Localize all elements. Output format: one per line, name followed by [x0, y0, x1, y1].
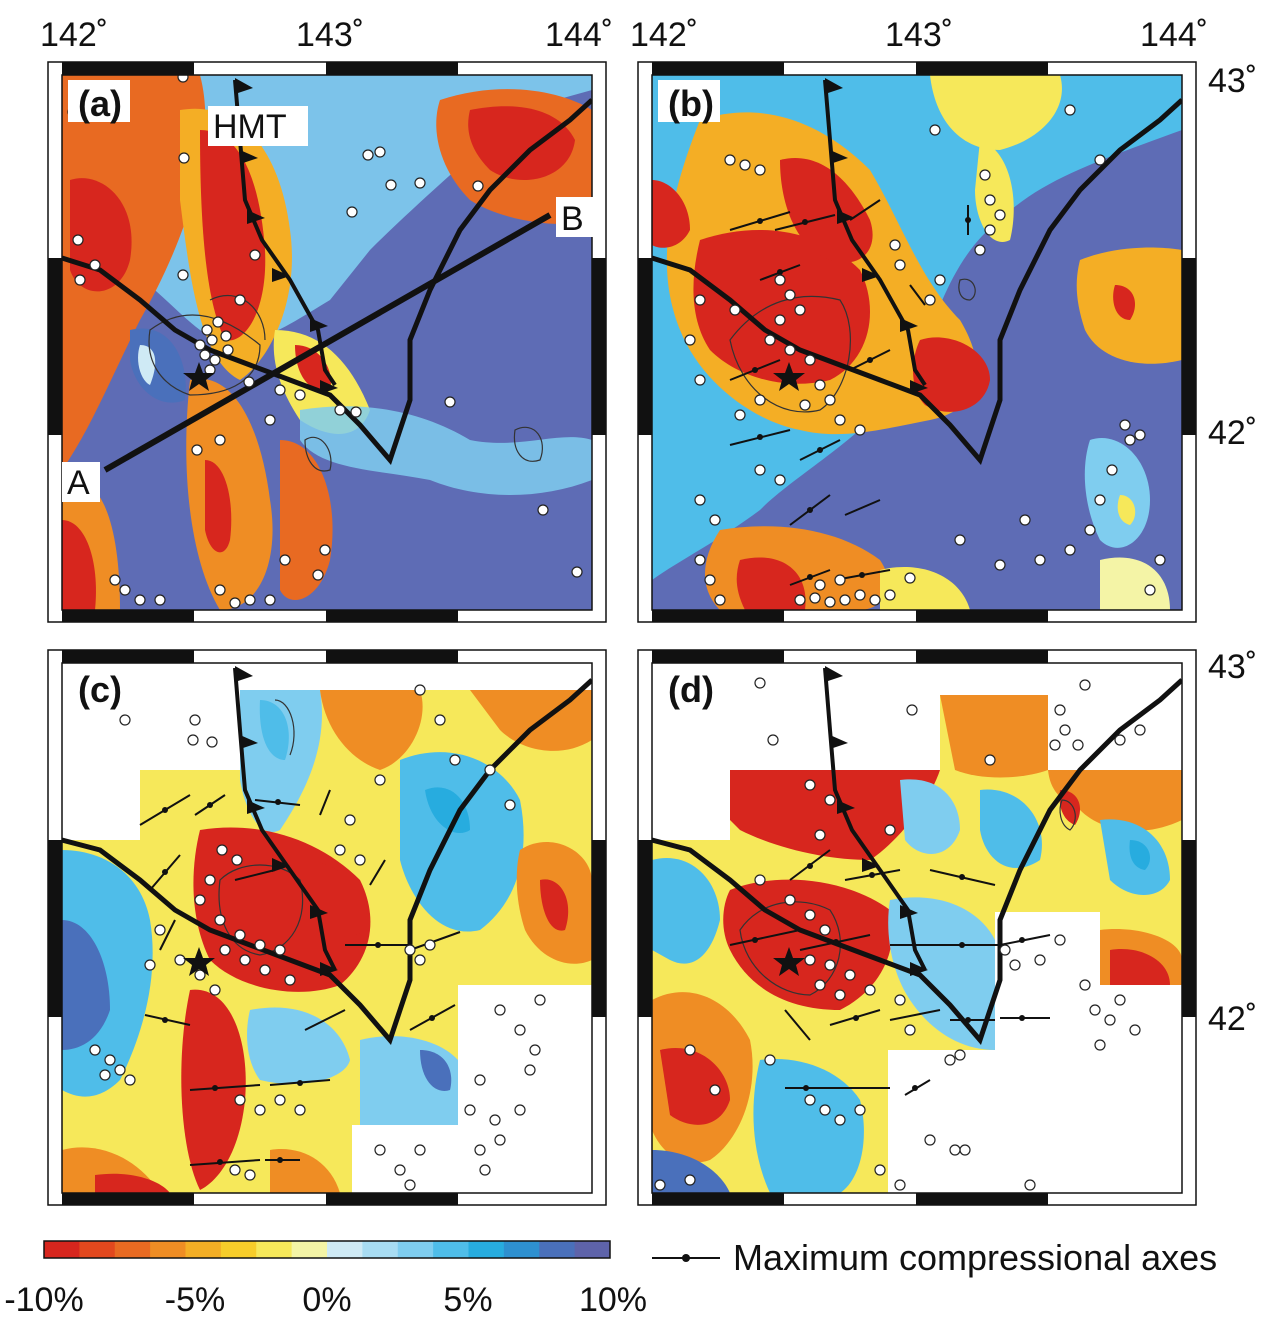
colorbar-swatch	[327, 1241, 363, 1258]
panel-label-b: (b)	[668, 83, 714, 124]
lat-label-42-top: 42˚	[1208, 414, 1257, 452]
lat-label-43-top: 43˚	[1208, 62, 1257, 100]
profile-end-label: B	[561, 200, 584, 238]
lat-label-42-bottom: 42˚	[1208, 1000, 1257, 1038]
lon-label-142-right: 142˚	[630, 16, 698, 54]
colorbar: -10% -5% 0% 5% 10%	[4, 1240, 647, 1319]
panel-b: (b)	[637, 61, 1197, 623]
epicenter-star-icon	[183, 947, 215, 976]
colorbar-swatch	[362, 1241, 399, 1258]
colorbar-tick-minus5: -5%	[165, 1281, 225, 1319]
colorbar-swatch	[503, 1241, 540, 1258]
panel-label-a: (a)	[78, 83, 122, 124]
colorbar-swatch	[44, 1241, 80, 1258]
colorbar-swatch	[574, 1241, 611, 1258]
lat-label-43-bottom: 43˚	[1208, 648, 1257, 686]
panel-label-c: (c)	[78, 669, 122, 710]
lon-label-143-right: 143˚	[885, 16, 953, 54]
colorbar-swatch	[114, 1241, 151, 1258]
colorbar-swatch	[256, 1241, 293, 1258]
colorbar-swatch	[291, 1241, 328, 1258]
colorbar-swatch	[220, 1241, 257, 1258]
fault-label-hmt: HMT	[213, 108, 287, 146]
panel-label-d: (d)	[668, 669, 714, 710]
epicenter-star-icon	[773, 947, 805, 976]
colorbar-tick-minus10: -10%	[4, 1281, 83, 1319]
colorbar-swatch	[539, 1241, 576, 1258]
latitude-labels: 43˚ 42˚ 43˚ 42˚	[1208, 62, 1257, 1038]
panel-b-map	[652, 75, 1182, 610]
colorbar-tick-10: 10%	[579, 1281, 647, 1319]
lon-label-142-left: 142˚	[40, 16, 108, 54]
legend: Maximum compressional axes	[652, 1237, 1217, 1278]
panel-d: (d)	[637, 649, 1197, 1206]
colorbar-swatches	[44, 1241, 611, 1258]
panel-d-map	[652, 663, 1182, 1193]
colorbar-swatch	[150, 1241, 187, 1258]
panel-c-map	[62, 663, 592, 1193]
colorbar-swatch	[397, 1241, 434, 1258]
panel-c: (c)	[47, 649, 607, 1206]
legend-label: Maximum compressional axes	[733, 1237, 1217, 1278]
colorbar-tick-5: 5%	[443, 1281, 492, 1319]
colorbar-swatch	[468, 1241, 505, 1258]
colorbar-swatch	[185, 1241, 222, 1258]
lon-label-144-right: 144˚	[1140, 16, 1208, 54]
lon-label-144-left: 144˚	[545, 16, 613, 54]
epicenter-star-icon	[773, 362, 805, 391]
lon-label-143-left: 143˚	[296, 16, 364, 54]
colorbar-swatch	[433, 1241, 470, 1258]
colorbar-swatch	[79, 1241, 116, 1258]
epicenter-star-icon	[183, 362, 215, 391]
panel-a-map	[62, 75, 592, 610]
colorbar-tick-0: 0%	[302, 1281, 351, 1319]
panel-a: (a) HMT A B	[47, 61, 607, 623]
longitude-labels: 142˚ 143˚ 144˚ 142˚ 143˚ 144˚	[40, 16, 1208, 54]
profile-start-label: A	[67, 464, 90, 502]
